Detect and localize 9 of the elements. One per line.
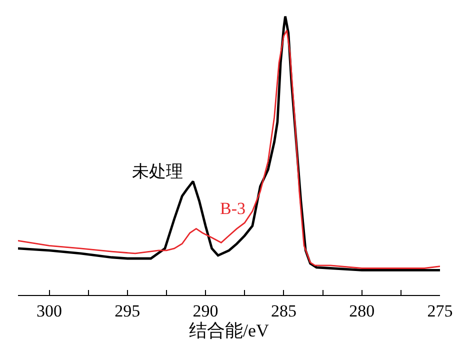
x-tick-label: 290 bbox=[192, 302, 218, 321]
x-tick-label: 300 bbox=[36, 302, 62, 321]
series-label: B-3 bbox=[220, 199, 246, 218]
x-tick-label: 285 bbox=[270, 302, 296, 321]
x-axis-title: 结合能/eV bbox=[189, 320, 269, 341]
series-label: 未处理 bbox=[132, 162, 183, 181]
x-tick-label: 275 bbox=[427, 302, 453, 321]
x-tick-label: 280 bbox=[349, 302, 375, 321]
x-tick-label: 295 bbox=[114, 302, 140, 321]
